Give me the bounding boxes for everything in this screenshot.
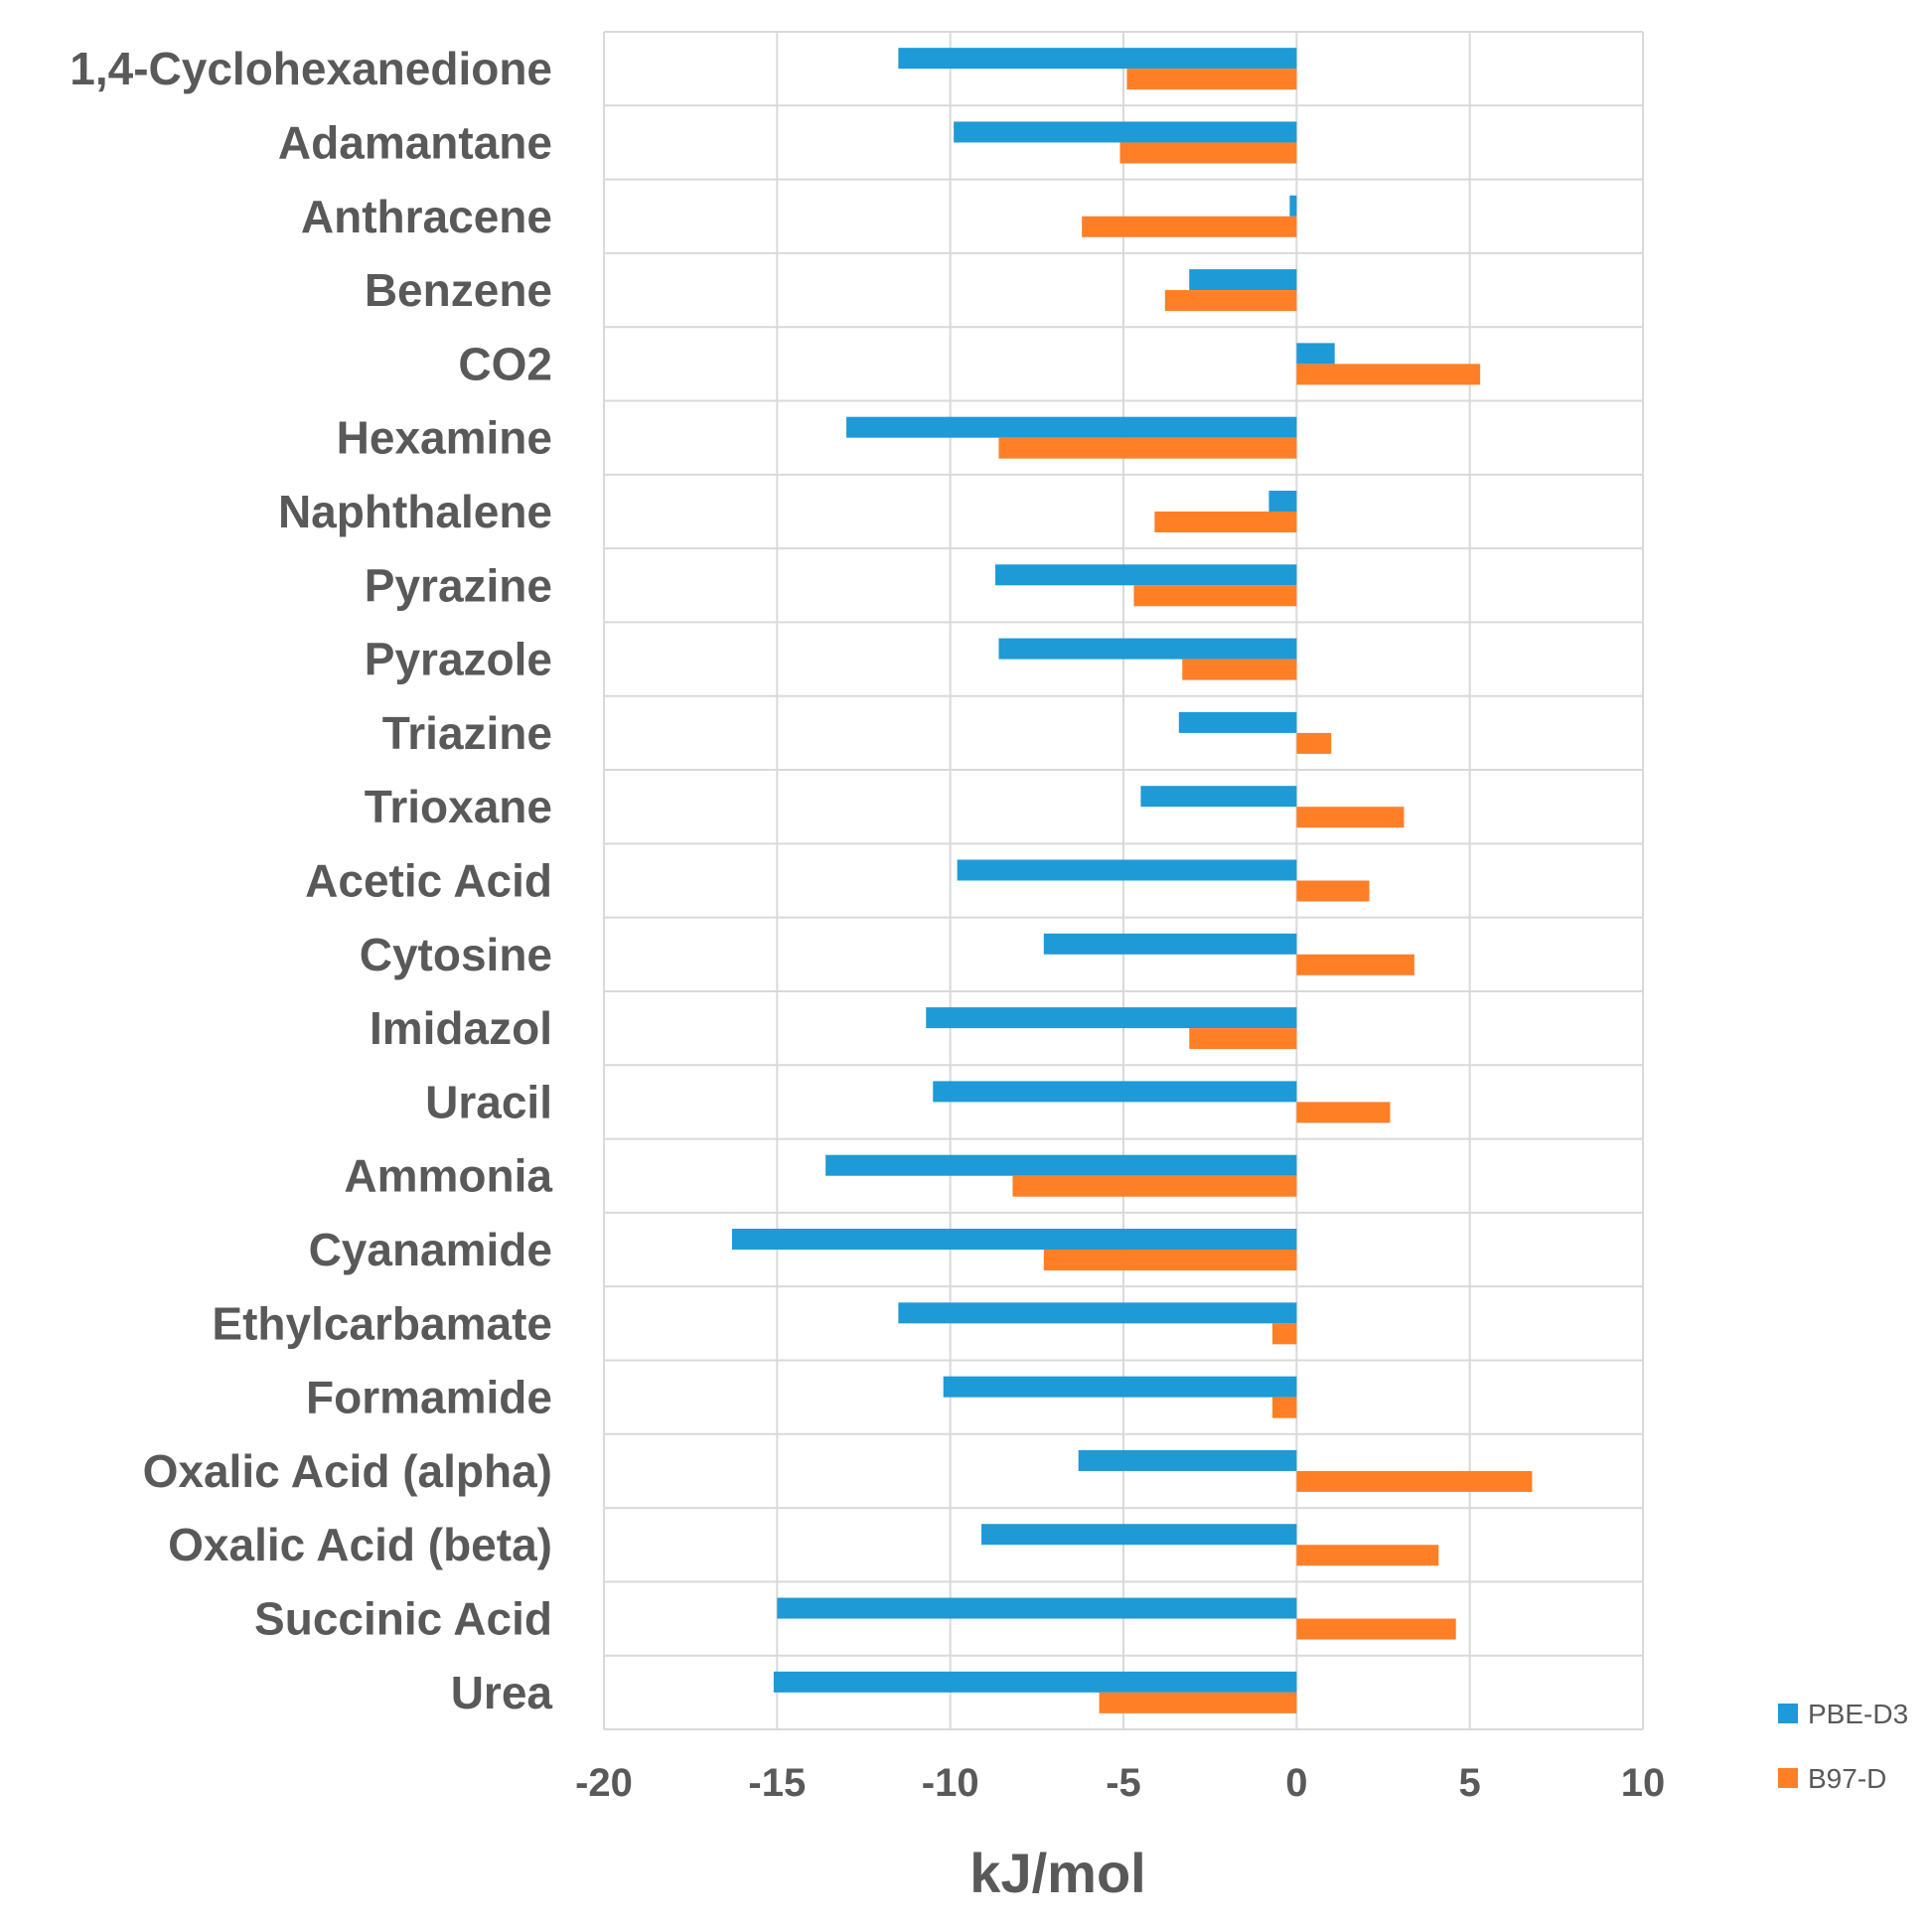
category-label: Hexamine [337, 412, 552, 464]
legend: PBE-D3 B97-D [1778, 1699, 1908, 1794]
category-label: Adamantane [278, 116, 552, 168]
x-tick-label: 10 [1621, 1761, 1666, 1805]
bar-b97-d [1182, 659, 1297, 680]
bar-pbe-d3 [1140, 786, 1297, 808]
x-axis-title: kJ/mol [969, 1842, 1145, 1904]
bar-pbe-d3 [933, 1081, 1297, 1103]
bar-b97-d [1043, 1250, 1297, 1271]
x-tick-label: 0 [1285, 1761, 1307, 1805]
category-label: Urea [451, 1667, 553, 1718]
category-label: Naphthalene [278, 486, 552, 537]
category-label: Imidazol [370, 1002, 552, 1054]
bar-pbe-d3 [994, 564, 1297, 586]
category-label: Formamide [306, 1372, 552, 1423]
bar-b97-d [1296, 732, 1332, 754]
bar-pbe-d3 [1189, 269, 1297, 291]
bar-pbe-d3 [1268, 490, 1297, 512]
legend-label-pbe-d3: PBE-D3 [1808, 1699, 1908, 1729]
bar-pbe-d3 [846, 416, 1297, 438]
category-label: Pyrazole [365, 634, 552, 685]
legend-swatch-b97-d [1778, 1768, 1798, 1788]
category-label: Trioxane [365, 781, 552, 832]
bar-b97-d [1189, 1028, 1297, 1050]
bar-b97-d [1271, 1397, 1297, 1418]
bar-pbe-d3 [898, 1302, 1297, 1324]
bar-b97-d [1082, 216, 1297, 237]
bar-b97-d [1296, 880, 1370, 902]
x-tick-label: -15 [748, 1761, 806, 1805]
bar-pbe-d3 [1178, 711, 1297, 733]
category-label: Benzene [365, 264, 552, 316]
x-tick-label: -5 [1106, 1761, 1141, 1805]
bar-b97-d [1271, 1323, 1297, 1345]
bars-layer [732, 48, 1533, 1713]
bar-pbe-d3 [898, 48, 1297, 70]
bar-b97-d [1012, 1175, 1297, 1197]
category-label: Anthracene [301, 191, 552, 242]
bar-pbe-d3 [773, 1671, 1297, 1693]
legend-swatch-pbe-d3 [1778, 1704, 1798, 1723]
x-tick-label: -10 [922, 1761, 979, 1805]
x-tick-labels: -20 -15 -10 -5 0 5 10 [575, 1761, 1665, 1805]
bar-b97-d [998, 437, 1297, 459]
x-tick-label: 5 [1459, 1761, 1481, 1805]
category-label: Succinic Acid [254, 1593, 552, 1645]
category-label: Cyanamide [309, 1224, 552, 1275]
bar-pbe-d3 [957, 859, 1297, 881]
category-label: Cytosine [360, 929, 552, 980]
bar-pbe-d3 [732, 1229, 1297, 1251]
category-label: CO2 [458, 338, 552, 389]
bar-b97-d [1296, 1102, 1391, 1123]
bar-b97-d [1296, 364, 1481, 385]
bar-pbe-d3 [1078, 1449, 1297, 1471]
legend-label-b97-d: B97-D [1808, 1763, 1886, 1794]
category-label: Oxalic Acid (beta) [168, 1519, 552, 1570]
bar-b97-d [1154, 511, 1297, 532]
bar-b97-d [1296, 1470, 1533, 1492]
bar-b97-d [1133, 585, 1297, 607]
bar-pbe-d3 [825, 1154, 1297, 1176]
bar-b97-d [1296, 1618, 1456, 1640]
bar-pbe-d3 [1043, 933, 1297, 955]
bar-b97-d [1296, 807, 1405, 828]
category-label: Uracil [425, 1076, 552, 1127]
bar-b97-d [1099, 1692, 1297, 1713]
category-label: Pyrazine [365, 559, 552, 611]
bar-pbe-d3 [777, 1597, 1297, 1619]
bar-b97-d [1296, 954, 1414, 975]
bar-pbe-d3 [926, 1007, 1297, 1029]
category-label: Triazine [382, 707, 552, 759]
category-label: Acetic Acid [305, 855, 552, 907]
category-label: Oxalic Acid (alpha) [143, 1445, 552, 1497]
category-label: Ammonia [344, 1150, 552, 1202]
bar-pbe-d3 [954, 121, 1297, 143]
bar-pbe-d3 [1289, 195, 1297, 217]
bar-b97-d [1164, 290, 1297, 312]
grid-layer [603, 31, 1644, 1730]
bar-pbe-d3 [981, 1524, 1297, 1546]
bar-b97-d [1296, 1545, 1439, 1566]
category-label: Ethylcarbamate [212, 1297, 552, 1349]
bar-pbe-d3 [943, 1376, 1297, 1398]
category-label: 1,4-Cyclohexanedione [70, 43, 552, 94]
bar-pbe-d3 [998, 638, 1297, 660]
bar-b97-d [1119, 142, 1297, 164]
x-tick-label: -20 [575, 1761, 633, 1805]
bar-b97-d [1126, 69, 1297, 90]
bar-pbe-d3 [1296, 343, 1335, 365]
category-labels: 1,4-Cyclohexanedione Adamantane Anthracene… [70, 43, 552, 1718]
